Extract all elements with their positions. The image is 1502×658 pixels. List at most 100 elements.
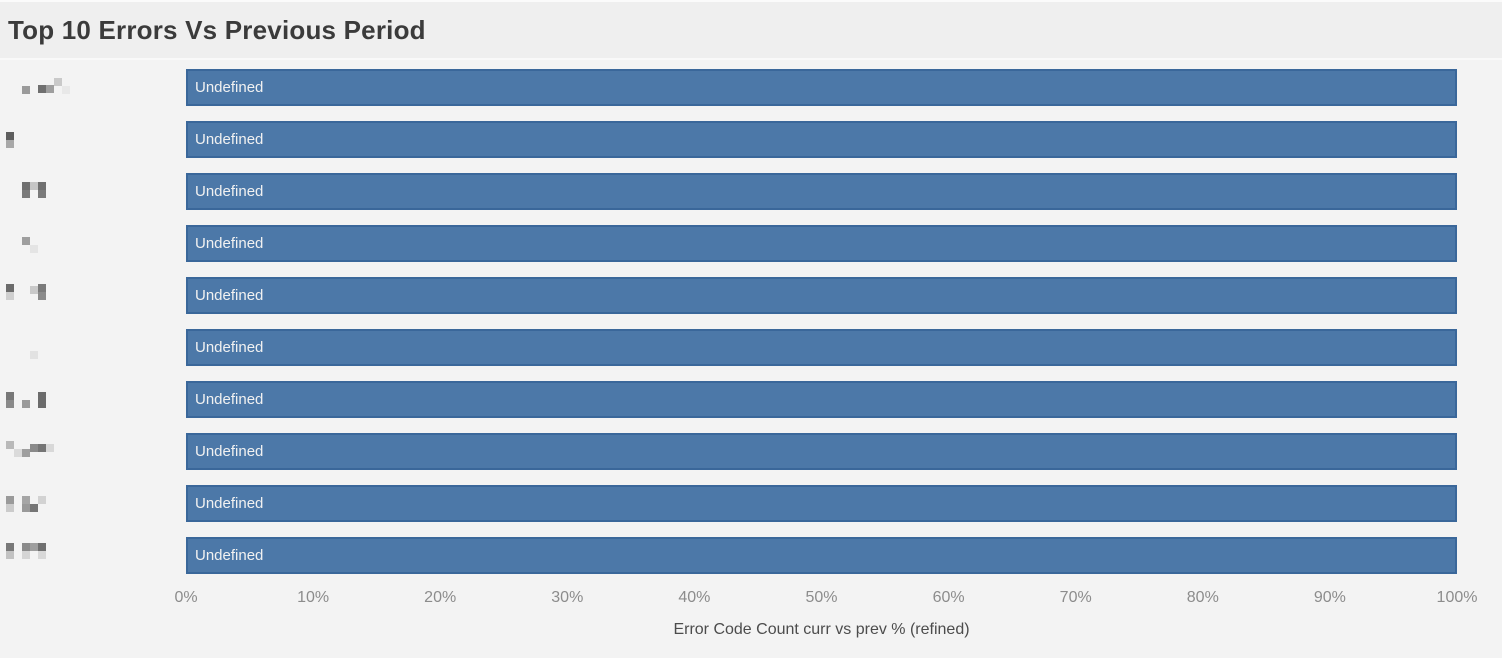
- redacted-pixel-block: [6, 132, 14, 140]
- redacted-pixel-block: [38, 400, 46, 408]
- redacted-pixel-block: [22, 237, 30, 245]
- bar-rows: Undefined Undefined Undefined Undefined: [0, 60, 1502, 574]
- redacted-pixel-block: [6, 140, 14, 148]
- category-label-redacted: [0, 277, 186, 314]
- x-tick-label: 20%: [424, 589, 457, 606]
- redacted-pixel-block: [38, 85, 46, 93]
- x-tick-label: 50%: [805, 589, 838, 606]
- error-bar[interactable]: Undefined: [186, 329, 1457, 366]
- category-label-redacted: [0, 381, 186, 418]
- x-tick-label: 30%: [551, 589, 584, 606]
- error-bar[interactable]: Undefined: [186, 277, 1457, 314]
- redacted-pixel-block: [30, 504, 38, 512]
- redacted-pixel-block: [22, 496, 30, 504]
- category-label-redacted: [0, 537, 186, 574]
- x-tick-label: 70%: [1059, 589, 1092, 606]
- redacted-pixel-block: [30, 245, 38, 253]
- bar-value-label: Undefined: [195, 443, 264, 460]
- bar-value-label: Undefined: [195, 339, 264, 356]
- bar-value-label: Undefined: [195, 235, 264, 252]
- bar-value-label: Undefined: [195, 79, 264, 96]
- redacted-pixel-block: [6, 551, 14, 559]
- bar-value-label: Undefined: [195, 391, 264, 408]
- bar-row: Undefined: [0, 485, 1502, 522]
- bar-track: Undefined: [186, 329, 1457, 366]
- redacted-pixel-block: [38, 444, 46, 452]
- error-bar[interactable]: Undefined: [186, 69, 1457, 106]
- panel-header: Top 10 Errors Vs Previous Period: [0, 2, 1502, 60]
- redacted-pixel-block: [6, 496, 14, 504]
- bar-track: Undefined: [186, 69, 1457, 106]
- bar-chart: Undefined Undefined Undefined Undefined: [0, 60, 1502, 639]
- panel-title: Top 10 Errors Vs Previous Period: [8, 14, 426, 45]
- bar-row: Undefined: [0, 277, 1502, 314]
- redacted-pixel-block: [30, 444, 38, 452]
- x-axis-title: Error Code Count curr vs prev % (refined…: [673, 621, 970, 638]
- bar-track: Undefined: [186, 537, 1457, 574]
- category-label-redacted: [0, 329, 186, 366]
- error-bar[interactable]: Undefined: [186, 381, 1457, 418]
- redacted-pixel-block: [22, 190, 30, 198]
- bar-track: Undefined: [186, 277, 1457, 314]
- bar-track: Undefined: [186, 225, 1457, 262]
- bar-value-label: Undefined: [195, 495, 264, 512]
- bar-row: Undefined: [0, 381, 1502, 418]
- redacted-pixel-block: [6, 543, 14, 551]
- bar-row: Undefined: [0, 225, 1502, 262]
- category-label-redacted: [0, 69, 186, 106]
- category-label-redacted: [0, 121, 186, 158]
- redacted-pixel-block: [38, 182, 46, 190]
- bar-value-label: Undefined: [195, 131, 264, 148]
- redacted-pixel-block: [30, 286, 38, 294]
- bar-track: Undefined: [186, 121, 1457, 158]
- error-bar[interactable]: Undefined: [186, 433, 1457, 470]
- bar-row: Undefined: [0, 433, 1502, 470]
- redacted-pixel-block: [38, 292, 46, 300]
- bar-track: Undefined: [186, 381, 1457, 418]
- error-bar[interactable]: Undefined: [186, 485, 1457, 522]
- redacted-pixel-block: [22, 449, 30, 457]
- redacted-pixel-block: [38, 496, 46, 504]
- x-tick-label: 10%: [297, 589, 330, 606]
- redacted-pixel-block: [46, 444, 54, 452]
- redacted-pixel-block: [22, 551, 30, 559]
- bar-row: Undefined: [0, 69, 1502, 106]
- bar-value-label: Undefined: [195, 183, 264, 200]
- error-bar[interactable]: Undefined: [186, 537, 1457, 574]
- redacted-pixel-block: [22, 400, 30, 408]
- x-tick-label: 0%: [174, 589, 198, 606]
- error-bar[interactable]: Undefined: [186, 173, 1457, 210]
- bar-track: Undefined: [186, 485, 1457, 522]
- category-label-redacted: [0, 485, 186, 522]
- redacted-pixel-block: [6, 504, 14, 512]
- x-tick-label: 100%: [1436, 589, 1478, 606]
- redacted-pixel-block: [38, 392, 46, 400]
- bar-track: Undefined: [186, 433, 1457, 470]
- redacted-pixel-block: [22, 504, 30, 512]
- redacted-pixel-block: [38, 551, 46, 559]
- redacted-pixel-block: [6, 392, 14, 400]
- x-axis: 0% 10% 20% 30% 40% 50% 60% 70% 80% 90% 100%: [174, 588, 1477, 608]
- redacted-pixel-block: [6, 400, 14, 408]
- error-bar[interactable]: Undefined: [186, 225, 1457, 262]
- bar-row: Undefined: [0, 537, 1502, 574]
- x-tick-label: 90%: [1313, 589, 1346, 606]
- category-label-redacted: [0, 173, 186, 210]
- bar-value-label: Undefined: [195, 547, 264, 564]
- error-bar[interactable]: Undefined: [186, 121, 1457, 158]
- x-tick-label: 60%: [932, 589, 965, 606]
- redacted-pixel-block: [6, 292, 14, 300]
- bar-track: Undefined: [186, 173, 1457, 210]
- x-tick-label: 80%: [1186, 589, 1219, 606]
- redacted-pixel-block: [6, 441, 14, 449]
- redacted-pixel-block: [38, 190, 46, 198]
- bar-row: Undefined: [0, 121, 1502, 158]
- redacted-pixel-block: [54, 78, 62, 86]
- bar-row: Undefined: [0, 173, 1502, 210]
- bar-value-label: Undefined: [195, 287, 264, 304]
- bar-row: Undefined: [0, 329, 1502, 366]
- redacted-pixel-block: [46, 85, 54, 93]
- category-label-redacted: [0, 433, 186, 470]
- redacted-pixel-block: [38, 284, 46, 292]
